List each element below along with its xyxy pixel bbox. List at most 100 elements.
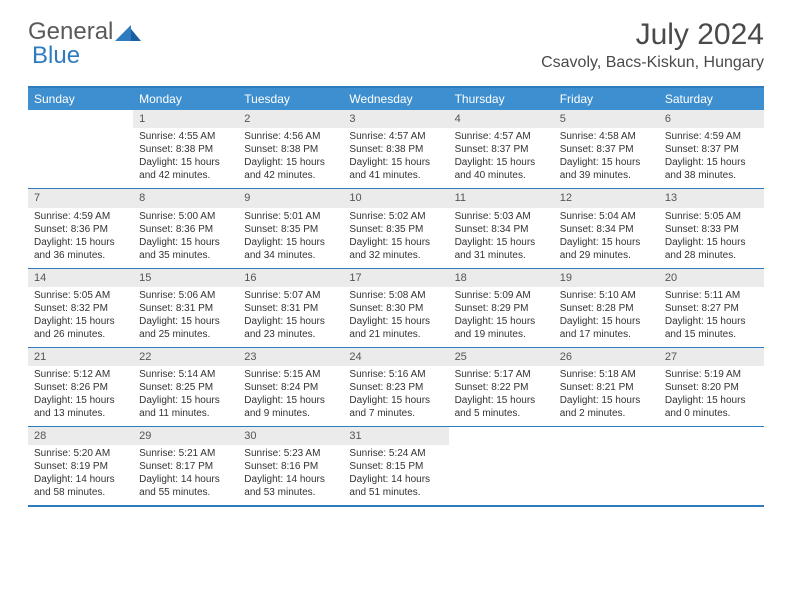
day-cell: 25Sunrise: 5:17 AMSunset: 8:22 PMDayligh…: [449, 348, 554, 426]
day-info-line: and 58 minutes.: [34, 486, 127, 499]
day-info-line: and 26 minutes.: [34, 328, 127, 341]
day-cell: 4Sunrise: 4:57 AMSunset: 8:37 PMDaylight…: [449, 110, 554, 188]
day-info: Sunrise: 5:12 AMSunset: 8:26 PMDaylight:…: [28, 366, 133, 426]
day-info: Sunrise: 5:09 AMSunset: 8:29 PMDaylight:…: [449, 287, 554, 347]
day-info-line: and 51 minutes.: [349, 486, 442, 499]
day-info: Sunrise: 5:08 AMSunset: 8:30 PMDaylight:…: [343, 287, 448, 347]
day-info-line: and 23 minutes.: [244, 328, 337, 341]
day-header-saturday: Saturday: [659, 88, 764, 110]
day-number: [554, 427, 659, 445]
day-info-line: Sunrise: 5:19 AM: [665, 368, 758, 381]
day-header-monday: Monday: [133, 88, 238, 110]
day-cell: 5Sunrise: 4:58 AMSunset: 8:37 PMDaylight…: [554, 110, 659, 188]
day-info: Sunrise: 5:23 AMSunset: 8:16 PMDaylight:…: [238, 445, 343, 505]
day-info-line: Daylight: 15 hours: [139, 394, 232, 407]
day-info-line: Sunset: 8:35 PM: [244, 223, 337, 236]
day-info-line: Daylight: 15 hours: [139, 236, 232, 249]
day-info: Sunrise: 5:17 AMSunset: 8:22 PMDaylight:…: [449, 366, 554, 426]
day-info: Sunrise: 5:05 AMSunset: 8:32 PMDaylight:…: [28, 287, 133, 347]
day-info: Sunrise: 4:55 AMSunset: 8:38 PMDaylight:…: [133, 128, 238, 188]
day-cell: 10Sunrise: 5:02 AMSunset: 8:35 PMDayligh…: [343, 189, 448, 267]
day-info-line: Daylight: 15 hours: [139, 315, 232, 328]
day-info-line: Daylight: 14 hours: [139, 473, 232, 486]
day-info-line: and 36 minutes.: [34, 249, 127, 262]
header: General July 2024 Csavoly, Bacs-Kiskun, …: [0, 0, 792, 78]
day-info-line: Sunrise: 5:04 AM: [560, 210, 653, 223]
day-info-line: Sunset: 8:31 PM: [244, 302, 337, 315]
day-info-line: Sunrise: 5:08 AM: [349, 289, 442, 302]
day-number: 17: [343, 269, 448, 287]
day-info-line: Daylight: 15 hours: [244, 156, 337, 169]
day-info-line: Sunset: 8:16 PM: [244, 460, 337, 473]
day-info-line: Sunrise: 4:55 AM: [139, 130, 232, 143]
day-cell: 30Sunrise: 5:23 AMSunset: 8:16 PMDayligh…: [238, 427, 343, 505]
day-cell: [449, 427, 554, 505]
day-info-line: Daylight: 15 hours: [244, 236, 337, 249]
day-info-line: Sunset: 8:22 PM: [455, 381, 548, 394]
day-info-line: Sunrise: 5:03 AM: [455, 210, 548, 223]
day-info-line: Sunset: 8:33 PM: [665, 223, 758, 236]
day-info-line: Sunset: 8:28 PM: [560, 302, 653, 315]
day-info-line: Daylight: 15 hours: [34, 236, 127, 249]
day-number: 28: [28, 427, 133, 445]
day-info-line: Sunset: 8:38 PM: [139, 143, 232, 156]
day-info: Sunrise: 4:59 AMSunset: 8:36 PMDaylight:…: [28, 208, 133, 268]
day-number: 24: [343, 348, 448, 366]
day-info-line: and 13 minutes.: [34, 407, 127, 420]
day-number: 6: [659, 110, 764, 128]
day-cell: 18Sunrise: 5:09 AMSunset: 8:29 PMDayligh…: [449, 269, 554, 347]
day-info-line: Sunset: 8:15 PM: [349, 460, 442, 473]
day-info-line: and 40 minutes.: [455, 169, 548, 182]
day-info: Sunrise: 5:19 AMSunset: 8:20 PMDaylight:…: [659, 366, 764, 426]
day-number: 23: [238, 348, 343, 366]
day-number: 2: [238, 110, 343, 128]
day-cell: [554, 427, 659, 505]
day-number: 21: [28, 348, 133, 366]
day-info-line: and 19 minutes.: [455, 328, 548, 341]
day-info-line: Sunrise: 5:20 AM: [34, 447, 127, 460]
day-info-line: Sunrise: 4:57 AM: [455, 130, 548, 143]
day-info-line: Sunrise: 5:21 AM: [139, 447, 232, 460]
day-info-line: Daylight: 15 hours: [665, 156, 758, 169]
day-number: 19: [554, 269, 659, 287]
day-info: Sunrise: 5:14 AMSunset: 8:25 PMDaylight:…: [133, 366, 238, 426]
day-info-line: Sunrise: 4:59 AM: [665, 130, 758, 143]
day-info-line: Daylight: 15 hours: [349, 394, 442, 407]
day-info-line: and 42 minutes.: [244, 169, 337, 182]
day-cell: 7Sunrise: 4:59 AMSunset: 8:36 PMDaylight…: [28, 189, 133, 267]
day-info-line: Sunrise: 5:07 AM: [244, 289, 337, 302]
day-info-line: and 7 minutes.: [349, 407, 442, 420]
day-info-line: Sunrise: 5:05 AM: [34, 289, 127, 302]
day-info-line: Sunset: 8:26 PM: [34, 381, 127, 394]
day-info-line: Sunset: 8:27 PM: [665, 302, 758, 315]
day-info: Sunrise: 4:57 AMSunset: 8:37 PMDaylight:…: [449, 128, 554, 188]
day-info: Sunrise: 5:02 AMSunset: 8:35 PMDaylight:…: [343, 208, 448, 268]
day-number: 14: [28, 269, 133, 287]
day-number: 4: [449, 110, 554, 128]
day-info-line: Daylight: 15 hours: [455, 156, 548, 169]
day-info-line: Daylight: 14 hours: [34, 473, 127, 486]
day-info: Sunrise: 5:20 AMSunset: 8:19 PMDaylight:…: [28, 445, 133, 505]
day-cell: 2Sunrise: 4:56 AMSunset: 8:38 PMDaylight…: [238, 110, 343, 188]
day-info-line: Sunrise: 5:23 AM: [244, 447, 337, 460]
day-info-line: Daylight: 15 hours: [455, 236, 548, 249]
day-info-line: Sunrise: 5:00 AM: [139, 210, 232, 223]
day-info-line: and 34 minutes.: [244, 249, 337, 262]
day-info-line: Daylight: 15 hours: [665, 236, 758, 249]
day-info-line: Sunrise: 4:58 AM: [560, 130, 653, 143]
day-info: Sunrise: 5:07 AMSunset: 8:31 PMDaylight:…: [238, 287, 343, 347]
day-info-line: and 9 minutes.: [244, 407, 337, 420]
day-info-line: Sunset: 8:30 PM: [349, 302, 442, 315]
day-cell: 12Sunrise: 5:04 AMSunset: 8:34 PMDayligh…: [554, 189, 659, 267]
day-info: Sunrise: 5:18 AMSunset: 8:21 PMDaylight:…: [554, 366, 659, 426]
day-cell: 6Sunrise: 4:59 AMSunset: 8:37 PMDaylight…: [659, 110, 764, 188]
day-info-line: Sunrise: 5:01 AM: [244, 210, 337, 223]
day-cell: 8Sunrise: 5:00 AMSunset: 8:36 PMDaylight…: [133, 189, 238, 267]
day-info-line: and 5 minutes.: [455, 407, 548, 420]
location: Csavoly, Bacs-Kiskun, Hungary: [541, 54, 764, 72]
day-cell: 23Sunrise: 5:15 AMSunset: 8:24 PMDayligh…: [238, 348, 343, 426]
day-info-line: Daylight: 15 hours: [349, 156, 442, 169]
day-info-line: Daylight: 15 hours: [139, 156, 232, 169]
day-cell: 14Sunrise: 5:05 AMSunset: 8:32 PMDayligh…: [28, 269, 133, 347]
logo-text-blue: Blue: [32, 42, 80, 70]
